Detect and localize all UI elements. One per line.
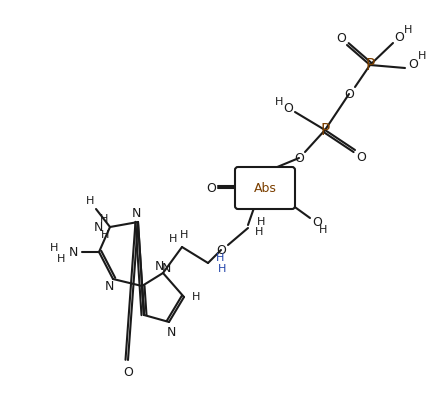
Text: O: O [393,30,403,43]
Text: N: N [166,325,175,339]
Text: O: O [343,88,353,100]
Text: H: H [169,234,177,244]
FancyBboxPatch shape [234,167,294,209]
Text: H: H [403,25,411,35]
Text: H: H [57,254,65,264]
Text: N: N [104,280,113,293]
Text: H: H [85,196,94,206]
Text: O: O [205,181,215,194]
Text: H: H [256,217,265,227]
Text: N: N [68,246,78,258]
Text: O: O [407,58,417,70]
Text: H: H [191,292,200,302]
Text: H: H [417,51,425,61]
Text: H: H [49,243,58,253]
Text: H: H [101,230,109,240]
Text: H: H [99,214,108,224]
Text: O: O [283,102,292,115]
Text: P: P [364,58,374,73]
Text: N: N [131,207,140,220]
Text: N: N [93,220,102,233]
Text: O: O [293,152,303,164]
Text: P: P [320,122,329,137]
Text: Abs: Abs [253,181,276,194]
Text: O: O [215,243,226,256]
Text: N: N [154,260,163,273]
Text: O: O [355,150,365,164]
Text: H: H [274,97,283,107]
Text: H: H [217,264,226,274]
Text: H: H [254,227,263,237]
Text: H: H [318,225,326,235]
Text: H: H [215,253,224,263]
Text: N: N [161,263,170,275]
Text: H: H [180,230,188,240]
Text: O: O [123,365,133,378]
Text: O: O [336,32,345,45]
Text: O: O [311,216,321,228]
